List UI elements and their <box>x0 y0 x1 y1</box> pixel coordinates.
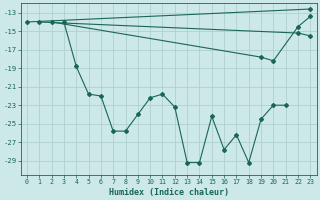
X-axis label: Humidex (Indice chaleur): Humidex (Indice chaleur) <box>109 188 229 197</box>
